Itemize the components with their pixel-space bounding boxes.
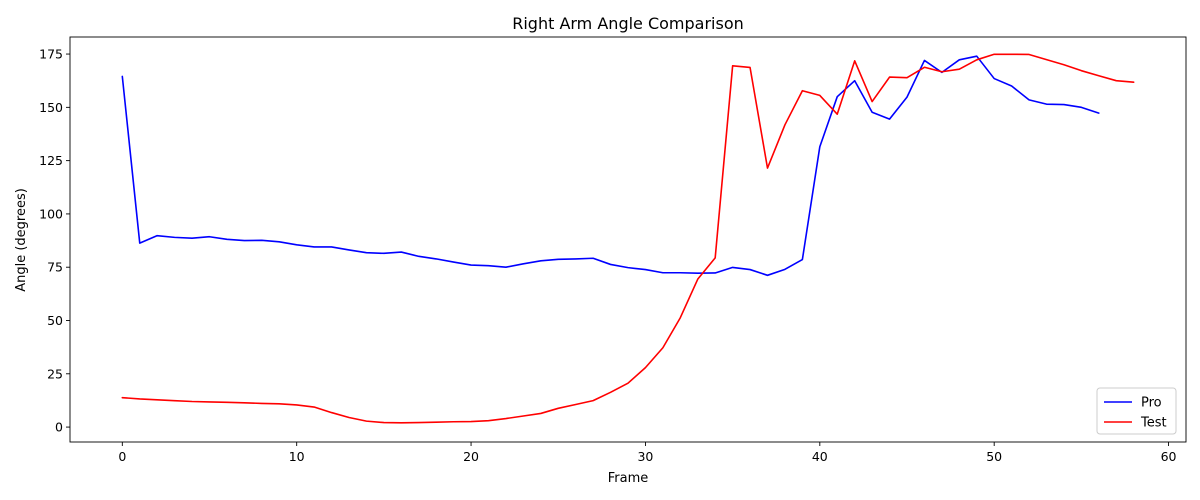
y-tick-label: 50	[47, 313, 63, 328]
x-tick-label: 50	[986, 449, 1002, 464]
x-tick-label: 10	[289, 449, 305, 464]
chart-title: Right Arm Angle Comparison	[512, 14, 744, 33]
y-tick-label: 175	[39, 47, 63, 62]
x-tick-label: 20	[463, 449, 479, 464]
y-tick-label: 150	[39, 100, 63, 115]
plot-lines	[121, 53, 1135, 424]
legend-label-pro: Pro	[1141, 396, 1162, 411]
y-tick-label: 100	[39, 206, 63, 221]
legend: Pro Test	[1096, 387, 1177, 435]
y-tick-label: 125	[39, 153, 63, 168]
x-axis-label: Frame	[608, 471, 649, 486]
x-axis-ticks: 0 10 20 30 40 50 60	[118, 442, 1177, 464]
plot-area-frame	[69, 36, 1187, 443]
y-axis-ticks: 0 25 50 75 100 125 150 175	[39, 47, 70, 435]
y-tick-label: 25	[47, 366, 63, 381]
x-tick-label: 30	[637, 449, 653, 464]
x-tick-label: 40	[812, 449, 828, 464]
y-tick-label: 75	[47, 260, 63, 275]
series-line-pro	[121, 55, 1100, 277]
y-axis-label: Angle (degrees)	[14, 188, 29, 292]
x-tick-label: 0	[118, 449, 126, 464]
legend-label-test: Test	[1140, 416, 1167, 431]
x-tick-label: 60	[1161, 449, 1177, 464]
series-line-test	[121, 53, 1135, 424]
y-tick-label: 0	[55, 420, 63, 435]
